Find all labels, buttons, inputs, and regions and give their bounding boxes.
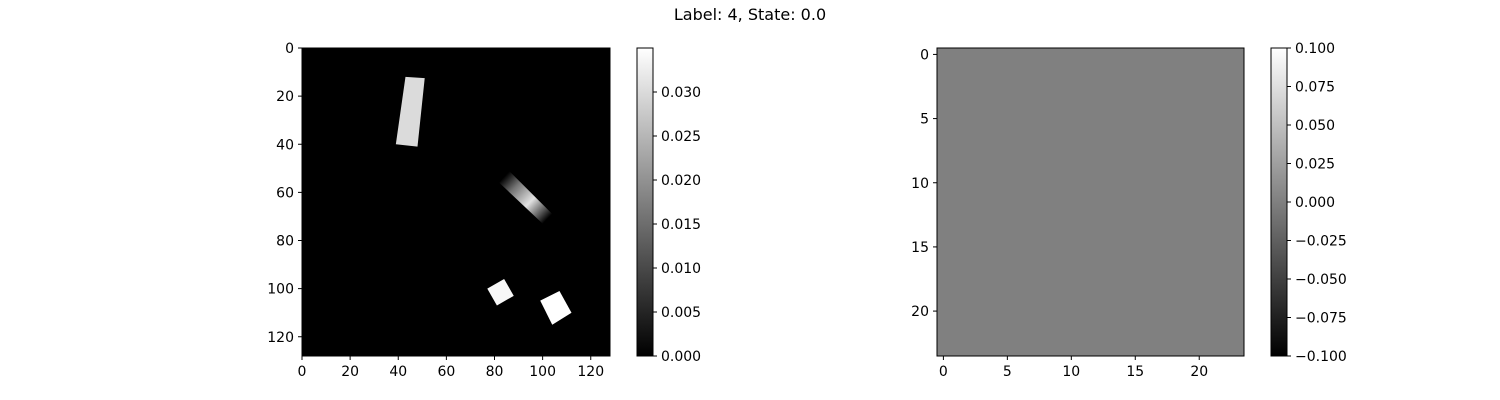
heatmap-left-x-tick-label: 60 [437, 364, 455, 380]
heatmap-left-shape-4 [540, 291, 572, 325]
colorbar-right-tick-label: −0.100 [1295, 349, 1347, 365]
colorbar-right: −0.100 −0.075 −0.050 −0.025 0.000 0.025 0.050 0… [1270, 41, 1347, 365]
colorbar-right-tick-label: −0.025 [1295, 234, 1347, 250]
heatmap-left-y-tick-label: 20 [276, 89, 294, 105]
heatmap-right-image [937, 48, 1244, 356]
colorbar-right-gradient [1271, 48, 1287, 356]
colorbar-right-tick-label: 0.050 [1295, 118, 1335, 134]
heatmap-left-x-tick-label: 20 [341, 364, 359, 380]
heatmap-right: 0 5 10 15 20 0 5 10 15 20 [911, 47, 1245, 380]
colorbar-left-ticks: 0.000 0.005 0.010 0.015 0.020 0.025 0.030 [653, 85, 701, 365]
heatmap-left-shape-3 [487, 279, 514, 306]
colorbar-left-tick-label: 0.015 [661, 217, 701, 233]
heatmap-right-y-tick-label: 5 [920, 112, 929, 128]
colorbar-left: 0.000 0.005 0.010 0.015 0.020 0.025 0.030 [636, 47, 701, 365]
heatmap-left-y-tick-label: 80 [276, 234, 294, 250]
heatmap-left-x-tick-label: 120 [577, 364, 604, 380]
heatmap-right-y-axis: 0 5 10 15 20 [911, 47, 937, 320]
heatmap-left-image [302, 48, 610, 356]
heatmap-left-y-tick-label: 120 [267, 330, 294, 346]
heatmap-right-y-tick-label: 20 [911, 304, 929, 320]
heatmap-right-x-tick-label: 15 [1126, 364, 1144, 380]
heatmap-left-y-axis: 0 20 40 60 80 100 120 [267, 41, 302, 346]
heatmap-right-x-tick-label: 0 [939, 364, 948, 380]
colorbar-left-tick-label: 0.020 [661, 173, 701, 189]
heatmap-right-y-tick-label: 15 [911, 240, 929, 256]
heatmap-left-y-tick-label: 40 [276, 137, 294, 153]
colorbar-right-tick-label: 0.025 [1295, 157, 1335, 173]
colorbar-right-tick-label: 0.100 [1295, 41, 1335, 57]
heatmap-right-y-tick-label: 0 [920, 47, 929, 63]
heatmap-right-y-tick-label: 10 [911, 176, 929, 192]
heatmap-left: 0 20 40 60 80 100 120 0 20 40 60 80 100 120 [267, 41, 611, 380]
colorbar-left-frame [636, 47, 654, 357]
heatmap-left-x-tick-label: 80 [486, 364, 504, 380]
heatmap-right-x-tick-label: 5 [1003, 364, 1012, 380]
colorbar-left-tick-label: 0.000 [661, 349, 701, 365]
colorbar-right-tick-label: 0.075 [1295, 80, 1335, 96]
heatmap-left-x-axis: 0 20 40 60 80 100 120 [298, 356, 604, 380]
heatmap-left-x-tick-label: 0 [298, 364, 307, 380]
colorbar-right-tick-label: −0.075 [1295, 311, 1347, 327]
heatmap-right-frame [936, 47, 1245, 357]
heatmap-left-x-tick-label: 100 [529, 364, 556, 380]
heatmap-right-x-tick-label: 10 [1062, 364, 1080, 380]
colorbar-right-ticks: −0.100 −0.075 −0.050 −0.025 0.000 0.025 0.050 0… [1287, 41, 1347, 365]
heatmap-right-x-axis: 0 5 10 15 20 [939, 356, 1208, 380]
figure-title: Label: 4, State: 0.0 [673, 5, 827, 24]
colorbar-left-tick-label: 0.010 [661, 261, 701, 277]
heatmap-left-y-tick-label: 0 [285, 41, 294, 57]
colorbar-left-gradient [637, 48, 653, 356]
heatmap-left-shape-2 [499, 170, 553, 224]
colorbar-left-tick-label: 0.030 [661, 85, 701, 101]
heatmap-left-shape-1 [395, 76, 425, 147]
colorbar-right-tick-label: −0.050 [1295, 272, 1347, 288]
heatmap-left-y-tick-label: 100 [267, 282, 294, 298]
heatmap-left-frame [301, 47, 611, 357]
colorbar-left-tick-label: 0.005 [661, 305, 701, 321]
heatmap-right-x-tick-label: 20 [1190, 364, 1208, 380]
colorbar-right-tick-label: 0.000 [1295, 195, 1335, 211]
heatmap-left-y-tick-label: 60 [276, 185, 294, 201]
colorbar-left-tick-label: 0.025 [661, 129, 701, 145]
heatmap-left-x-tick-label: 40 [389, 364, 407, 380]
